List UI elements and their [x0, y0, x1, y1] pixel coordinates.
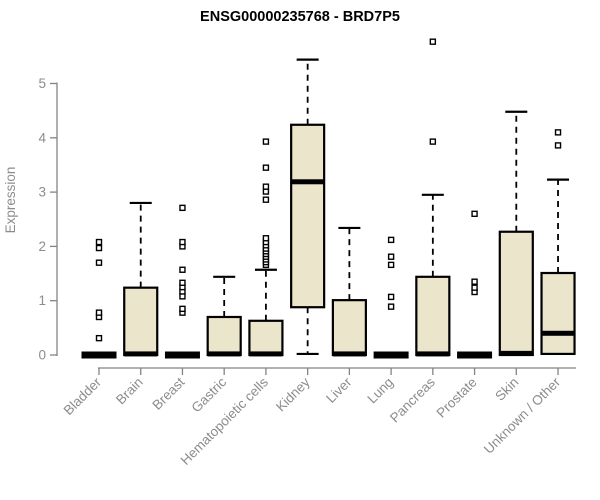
outlier-point — [95, 309, 103, 316]
boxplot-lung — [373, 236, 409, 359]
outlier-point — [387, 303, 395, 310]
y-tick-label: 1 — [38, 293, 46, 308]
boxplot-hematopoietic-cells — [248, 138, 284, 357]
median-line — [541, 330, 575, 336]
collapsed-box — [457, 351, 493, 359]
x-category-label: Brain — [113, 375, 146, 408]
median-line — [499, 350, 533, 356]
outlier-point — [429, 38, 437, 45]
outlier-point — [179, 305, 186, 313]
box — [290, 123, 326, 309]
boxplot-breast — [164, 204, 200, 359]
outlier-point — [179, 279, 186, 286]
median-line — [207, 351, 241, 357]
outlier-point — [387, 236, 395, 244]
y-axis-label: Expression — [3, 167, 18, 234]
median-line — [416, 351, 450, 357]
x-category-label: Pancreas — [387, 374, 438, 425]
x-category-label: Unknown / Other — [481, 374, 564, 457]
box — [206, 315, 242, 357]
outlier-point — [262, 138, 270, 145]
boxplot-unknown-other — [540, 129, 576, 356]
boxplot-gastric — [206, 275, 242, 357]
x-category-label: Breast — [149, 374, 187, 412]
x-category-label: Liver — [323, 374, 355, 406]
outlier-point — [179, 238, 186, 246]
outlier-point — [262, 196, 270, 203]
chart-title: ENSG00000235768 - BRD7P5 — [200, 9, 400, 25]
collapsed-box — [164, 351, 200, 359]
outlier-point — [95, 259, 103, 266]
outlier-point — [179, 266, 186, 273]
y-tick-label: 3 — [38, 185, 46, 200]
x-category-label: Bladder — [61, 374, 105, 418]
y-tick-label: 4 — [38, 130, 46, 145]
boxplot-kidney — [290, 58, 326, 356]
box — [498, 230, 534, 357]
y-tick-label: 0 — [38, 348, 46, 363]
outlier-point — [387, 261, 395, 269]
outlier-point — [95, 238, 103, 246]
y-tick-label: 5 — [38, 76, 46, 91]
box — [540, 271, 576, 356]
outlier-point — [262, 164, 270, 171]
collapsed-box — [373, 351, 409, 359]
outlier-point — [387, 293, 395, 301]
box — [331, 299, 367, 357]
median-line — [124, 351, 158, 357]
outlier-point — [471, 278, 478, 285]
boxplot-skin — [498, 110, 534, 357]
x-category-label: Kidney — [273, 374, 313, 414]
outlier-point — [471, 284, 478, 291]
outlier-point — [471, 210, 478, 218]
outlier-point — [179, 204, 186, 212]
box — [248, 319, 284, 357]
x-category-label: Gastric — [188, 374, 229, 415]
median-line — [332, 351, 366, 357]
x-category-label: Prostate — [434, 375, 480, 421]
box — [415, 275, 451, 357]
median-line — [249, 351, 283, 357]
outlier-point — [387, 253, 395, 260]
outlier-point — [95, 244, 103, 252]
boxplot-pancreas — [415, 38, 451, 357]
collapsed-box — [81, 351, 117, 359]
boxplot-brain — [123, 201, 159, 357]
boxplot-bladder — [81, 238, 117, 359]
median-line — [291, 179, 325, 185]
boxplot-prostate — [457, 210, 493, 359]
y-tick-label: 2 — [38, 239, 46, 254]
outlier-point — [554, 129, 562, 136]
x-category-label: Skin — [492, 375, 521, 404]
outlier-point — [262, 183, 270, 190]
box — [123, 286, 159, 357]
outlier-point — [429, 138, 437, 145]
boxplot-liver — [331, 226, 367, 357]
outlier-point — [554, 142, 562, 149]
outlier-point — [262, 235, 270, 242]
x-category-label: Lung — [364, 375, 396, 407]
outlier-point — [95, 334, 103, 342]
